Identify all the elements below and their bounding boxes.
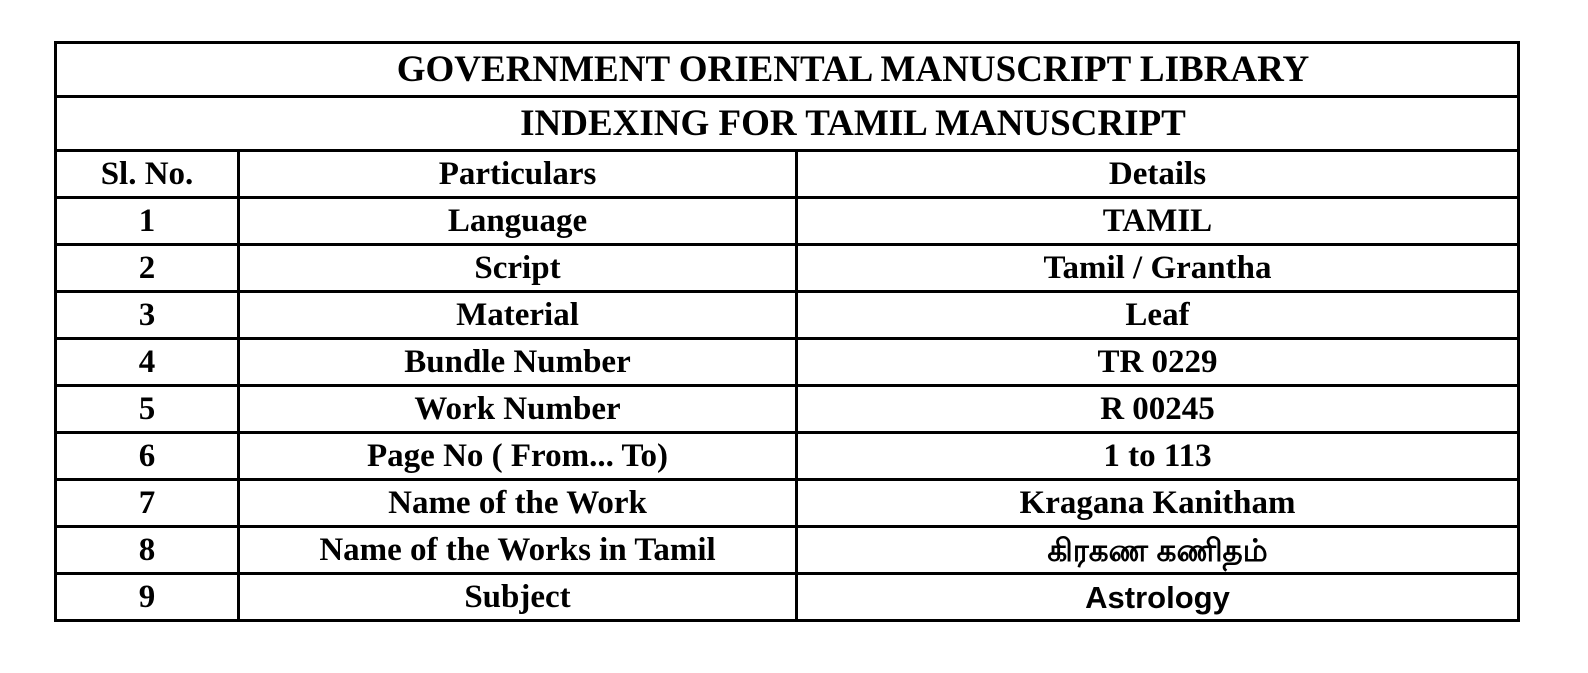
table-row: 8 Name of the Works in Tamil கிரகண கணிதம் (54, 525, 1521, 575)
cell-particular: Page No ( From... To) (237, 431, 798, 481)
table-row: 4 Bundle Number TR 0229 (54, 337, 1521, 387)
cell-detail: Leaf (794, 290, 1521, 340)
cell-particular: Material (237, 290, 798, 340)
cell-sl-no: 2 (54, 243, 240, 293)
cell-sl-no: 4 (54, 337, 240, 387)
cell-sl-no: 3 (54, 290, 240, 340)
cell-particular: Language (237, 196, 798, 246)
cell-particular: Script (237, 243, 798, 293)
document-subtitle: INDEXING FOR TAMIL MANUSCRIPT (53, 95, 1521, 152)
cell-detail: 1 to 113 (794, 431, 1521, 481)
table-row: 3 Material Leaf (54, 290, 1521, 340)
cell-particular: Name of the Works in Tamil (237, 525, 798, 575)
cell-detail: Tamil / Grantha (794, 243, 1521, 293)
cell-sl-no: 7 (54, 478, 240, 528)
header-sl-no: Sl. No. (54, 149, 240, 199)
cell-particular: Subject (237, 572, 798, 622)
cell-detail: TAMIL (794, 196, 1521, 246)
cell-sl-no: 1 (54, 196, 240, 246)
cell-particular: Work Number (237, 384, 798, 434)
document-title: GOVERNMENT ORIENTAL MANUSCRIPT LIBRARY (53, 41, 1521, 98)
cell-detail: R 00245 (794, 384, 1521, 434)
header-particulars: Particulars (237, 149, 798, 199)
table-row: 5 Work Number R 00245 (54, 384, 1521, 434)
cell-particular: Name of the Work (237, 478, 798, 528)
manuscript-index-table: GOVERNMENT ORIENTAL MANUSCRIPT LIBRARY I… (53, 41, 1521, 622)
table-row: 2 Script Tamil / Grantha (54, 243, 1521, 293)
cell-detail: TR 0229 (794, 337, 1521, 387)
table-row: 1 Language TAMIL (54, 196, 1521, 246)
header-details: Details (794, 149, 1521, 199)
cell-sl-no: 5 (54, 384, 240, 434)
table-row: 7 Name of the Work Kragana Kanitham (54, 478, 1521, 528)
cell-sl-no: 9 (54, 572, 240, 622)
cell-detail: Kragana Kanitham (794, 478, 1521, 528)
table-row: 9 Subject Astrology (54, 572, 1521, 622)
cell-detail: Astrology (794, 572, 1521, 622)
cell-particular: Bundle Number (237, 337, 798, 387)
cell-sl-no: 8 (54, 525, 240, 575)
header-row: Sl. No. Particulars Details (54, 149, 1521, 199)
cell-sl-no: 6 (54, 431, 240, 481)
table-row: 6 Page No ( From... To) 1 to 113 (54, 431, 1521, 481)
cell-detail: கிரகண கணிதம் (794, 525, 1521, 575)
